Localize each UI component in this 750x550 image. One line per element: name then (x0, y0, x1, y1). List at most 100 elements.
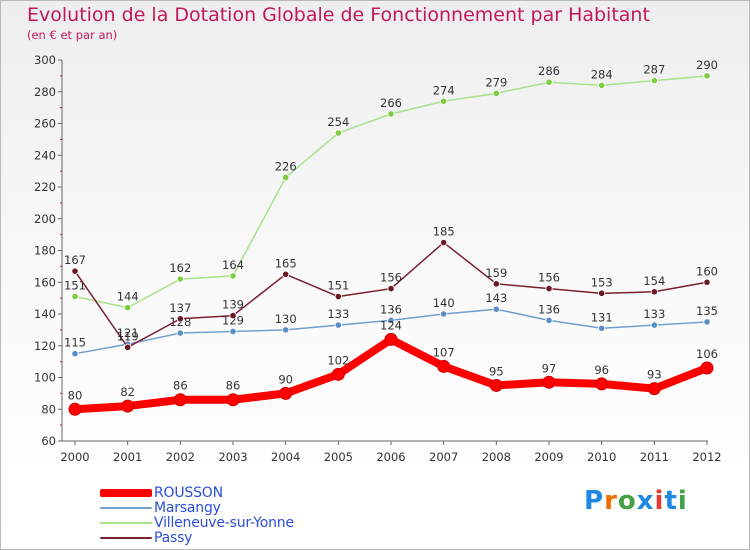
data-label: 274 (433, 83, 455, 97)
data-point (440, 238, 448, 247)
data-label: 115 (64, 336, 86, 350)
data-label: 82 (120, 385, 135, 399)
data-label: 226 (275, 159, 297, 173)
data-label: 97 (542, 361, 557, 375)
data-point (334, 129, 342, 137)
series-line (71, 335, 711, 414)
data-point (650, 321, 658, 329)
y-tick-label: 160 (34, 275, 56, 289)
legend-label: Marsangy (154, 500, 221, 516)
data-point (334, 292, 342, 301)
data-label: 121 (117, 326, 139, 340)
data-label: 140 (433, 296, 455, 310)
data-label: 137 (169, 301, 191, 315)
y-tick-label: 200 (34, 212, 56, 226)
data-label: 156 (538, 271, 560, 285)
data-label: 167 (64, 253, 86, 267)
x-tick-label: 2000 (60, 450, 89, 464)
data-point (595, 377, 609, 391)
data-point (124, 304, 132, 312)
legend-label: ROUSSON (154, 485, 223, 501)
legend-item: Marsangy (100, 500, 221, 516)
legend-swatch (100, 489, 152, 497)
data-point (71, 292, 79, 301)
data-label: 284 (591, 67, 613, 81)
data-point (492, 280, 500, 288)
data-point (440, 97, 448, 105)
logo-letter: i (654, 486, 665, 516)
data-label: 151 (327, 279, 349, 293)
x-tick-label: 2003 (218, 450, 247, 464)
data-point (492, 89, 500, 97)
logo-letter: P (584, 486, 605, 516)
data-label: 266 (380, 96, 402, 110)
data-point (226, 393, 240, 407)
data-label: 136 (538, 302, 560, 316)
data-label: 156 (380, 271, 402, 285)
data-point (384, 332, 398, 346)
x-tick-label: 2010 (587, 450, 616, 464)
data-label: 185 (433, 225, 455, 239)
data-point (331, 367, 345, 381)
data-point (703, 278, 711, 286)
x-tick-label: 2005 (324, 450, 353, 464)
data-label: 144 (117, 290, 139, 304)
data-label: 133 (327, 307, 349, 321)
data-label: 95 (489, 364, 504, 378)
data-label: 139 (222, 298, 244, 312)
data-label: 160 (696, 264, 718, 278)
data-point (229, 272, 237, 280)
legend-swatch (100, 537, 152, 539)
data-label: 106 (696, 347, 718, 361)
y-tick-label: 180 (34, 244, 56, 258)
legend-swatch (100, 522, 152, 524)
data-point (489, 378, 503, 392)
data-label: 131 (591, 310, 613, 324)
x-tick-label: 2002 (166, 450, 195, 464)
x-tick-label: 2008 (482, 450, 511, 464)
data-label: 86 (226, 379, 241, 393)
data-label: 130 (275, 312, 297, 326)
data-point (598, 324, 606, 332)
x-tick-label: 2011 (640, 450, 669, 464)
data-label: 287 (643, 63, 665, 77)
data-point (647, 382, 661, 396)
data-point (173, 393, 187, 407)
data-point (650, 77, 658, 85)
data-point (71, 267, 79, 275)
legend-label: Villeneuve-sur-Yonne (154, 515, 294, 531)
x-tick-label: 2009 (534, 450, 563, 464)
data-point (650, 288, 658, 296)
data-point (545, 284, 553, 293)
chart-title: Evolution de la Dotation Globale de Fonc… (27, 4, 650, 26)
y-tick-label: 120 (34, 339, 56, 353)
y-tick-label: 80 (41, 402, 56, 416)
data-point (229, 327, 237, 336)
data-label: 279 (485, 75, 507, 89)
data-point (545, 78, 553, 86)
data-label: 165 (275, 256, 297, 270)
data-point (71, 350, 79, 358)
data-point (124, 343, 132, 351)
legend-item: ROUSSON (100, 485, 223, 501)
data-label: 135 (696, 304, 718, 318)
chart-subtitle: (en € et par an) (27, 28, 118, 42)
data-point (176, 329, 184, 337)
data-point (282, 270, 290, 278)
data-label: 90 (278, 372, 293, 386)
data-label: 290 (696, 58, 718, 72)
data-point (121, 399, 135, 413)
data-point (176, 275, 184, 283)
data-point (387, 110, 395, 118)
data-label: 159 (485, 266, 507, 280)
data-point (229, 311, 237, 320)
y-tick-label: 300 (34, 53, 56, 67)
data-label: 124 (380, 318, 402, 332)
data-point (598, 289, 606, 297)
data-label: 154 (643, 274, 665, 288)
data-label: 153 (591, 275, 613, 289)
x-tick-label: 2004 (271, 450, 300, 464)
data-label: 254 (327, 115, 349, 129)
